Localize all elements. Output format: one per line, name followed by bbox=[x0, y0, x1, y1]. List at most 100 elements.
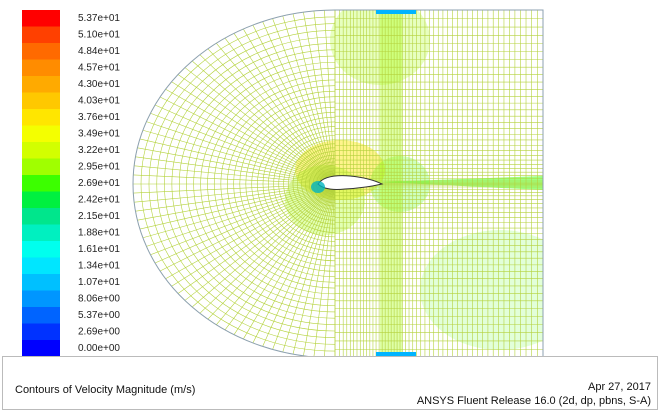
mesh-ray bbox=[272, 18, 336, 185]
mesh-ray bbox=[165, 88, 336, 185]
mesh-ray bbox=[262, 21, 336, 185]
mesh-ray bbox=[199, 183, 336, 314]
colorbar-label: 1.61e+01 bbox=[78, 244, 120, 255]
mesh-ray bbox=[262, 183, 336, 347]
boundary-top bbox=[376, 10, 416, 14]
mesh-ray bbox=[154, 183, 336, 264]
colorbar-label: 4.84e+01 bbox=[78, 46, 120, 57]
mesh-ray bbox=[150, 112, 336, 185]
mesh-ray bbox=[191, 183, 336, 308]
colorbar-swatch bbox=[22, 323, 60, 341]
footer-release: ANSYS Fluent Release 16.0 (2d, dp, pbns,… bbox=[416, 395, 651, 407]
mesh-ray bbox=[133, 174, 336, 185]
mesh-ray bbox=[207, 183, 336, 320]
mesh-ray bbox=[199, 54, 336, 185]
mesh-ray bbox=[139, 183, 336, 230]
mesh-ray bbox=[165, 183, 336, 280]
contour-plot: 5.37e+01 5.10e+01 4.84e+01 4.57e+01 4.30e+01… bbox=[22, 9, 544, 359]
colorbar-swatch bbox=[22, 158, 60, 176]
mesh-ray bbox=[177, 183, 336, 294]
mesh-ray bbox=[224, 37, 336, 185]
mesh-ray bbox=[282, 183, 336, 353]
colorbar-label: 3.49e+01 bbox=[78, 128, 120, 139]
colorbar-label: 2.69e+00 bbox=[78, 326, 120, 337]
mesh-ray bbox=[135, 156, 336, 185]
colorbar-label: 4.30e+01 bbox=[78, 79, 120, 90]
stagnation-region bbox=[311, 181, 325, 193]
colorbar-swatch bbox=[22, 257, 60, 275]
mesh-ray bbox=[233, 33, 336, 185]
mesh-ray bbox=[216, 43, 336, 185]
colorbar-swatch bbox=[22, 109, 60, 126]
mesh-ray bbox=[184, 183, 336, 301]
colorbar-label: 0.00e+00 bbox=[78, 343, 120, 354]
colorbar-swatch bbox=[22, 224, 60, 242]
mesh-ray bbox=[159, 96, 336, 185]
mesh-ray bbox=[184, 67, 336, 185]
airfoil bbox=[317, 175, 384, 190]
mesh-ray bbox=[292, 13, 336, 185]
mesh-ray bbox=[224, 183, 336, 331]
colorbar-swatch bbox=[22, 142, 60, 159]
mesh-ray bbox=[313, 183, 336, 358]
mesh-ray bbox=[133, 183, 336, 194]
mesh-ray bbox=[150, 183, 336, 256]
colorbar-label: 5.10e+01 bbox=[78, 29, 120, 40]
mesh-ray bbox=[243, 28, 336, 185]
colorbar-label: 1.88e+01 bbox=[78, 227, 120, 238]
mesh-ray bbox=[191, 60, 336, 185]
colorbar-swatch bbox=[22, 26, 60, 44]
mesh-ray bbox=[171, 81, 336, 185]
colorbar-label: 4.03e+01 bbox=[78, 95, 120, 106]
mesh-ray bbox=[324, 183, 336, 358]
colorbar-swatch bbox=[22, 191, 60, 209]
mesh-ray bbox=[139, 138, 336, 185]
colorbar-label: 8.06e+00 bbox=[78, 293, 120, 304]
colorbar-label: 2.42e+01 bbox=[78, 194, 120, 205]
colorbar-swatch bbox=[22, 175, 60, 192]
mesh-ray bbox=[137, 147, 336, 185]
mesh-ray bbox=[303, 12, 336, 185]
colorbar-label: 5.37e+01 bbox=[78, 13, 120, 24]
mesh-ray bbox=[233, 183, 336, 335]
mesh-ray bbox=[292, 183, 336, 355]
mesh-ray bbox=[146, 183, 336, 247]
mesh-ray bbox=[142, 129, 336, 185]
mesh-ray bbox=[171, 183, 336, 287]
colorbar-swatch bbox=[22, 43, 60, 60]
boundary-bottom bbox=[376, 352, 416, 357]
footer: Contours of Velocity Magnitude (m/s) Apr… bbox=[2, 356, 658, 410]
colorbar-swatch bbox=[22, 76, 60, 93]
mesh-ray bbox=[252, 183, 336, 344]
mesh-ray bbox=[313, 10, 336, 185]
mesh-ray bbox=[303, 183, 336, 356]
mesh-ray bbox=[135, 183, 336, 212]
mesh-ray bbox=[154, 104, 336, 185]
mesh-ray bbox=[324, 10, 336, 185]
mesh-ray bbox=[243, 183, 336, 340]
colorbar-label: 1.07e+01 bbox=[78, 277, 120, 288]
colorbar-label: 5.37e+00 bbox=[78, 310, 120, 321]
colorbar-swatch bbox=[22, 92, 60, 110]
colorbar-swatch bbox=[22, 59, 60, 77]
colorbar-label: 3.76e+01 bbox=[78, 112, 120, 123]
colorbar-swatch bbox=[22, 10, 60, 27]
mesh-ray bbox=[137, 183, 336, 221]
colorbar-label: 2.95e+01 bbox=[78, 161, 120, 172]
footer-date: Apr 27, 2017 bbox=[588, 381, 651, 393]
colorbar-label: 3.22e+01 bbox=[78, 145, 120, 156]
mesh-ray bbox=[282, 15, 336, 185]
mesh-ray bbox=[207, 48, 336, 185]
colorbar-label: 1.34e+01 bbox=[78, 260, 120, 271]
mesh-ray bbox=[134, 165, 336, 185]
colorbar-swatch bbox=[22, 125, 60, 143]
colorbar-label: 2.69e+01 bbox=[78, 178, 120, 189]
colorbar-swatch bbox=[22, 290, 60, 308]
colorbar-label: 4.57e+01 bbox=[78, 62, 120, 73]
colorbar-swatch bbox=[22, 241, 60, 258]
mesh-ray bbox=[159, 183, 336, 272]
colorbar-swatch bbox=[22, 307, 60, 324]
footer-title: Contours of Velocity Magnitude (m/s) bbox=[15, 384, 196, 396]
colorbar-swatch bbox=[22, 208, 60, 225]
